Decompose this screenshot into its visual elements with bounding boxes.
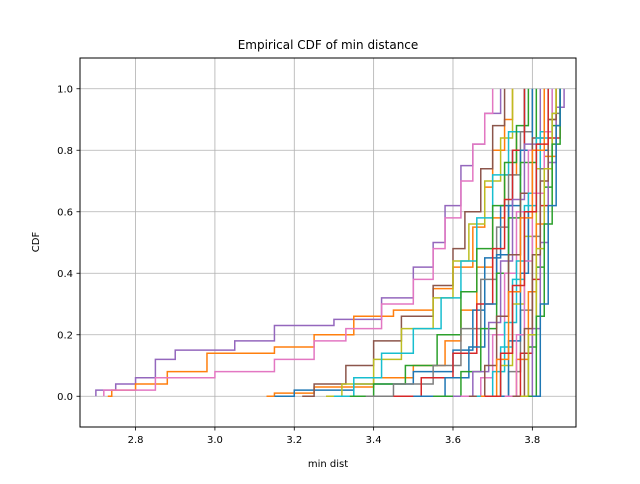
series-line-14 (452, 88, 542, 397)
x-tick-label: 3.8 (524, 435, 540, 446)
x-tick-label: 3.4 (366, 435, 382, 446)
x-tick-label: 3.2 (286, 435, 302, 446)
series-line-31 (484, 88, 549, 397)
series-line-6 (302, 88, 506, 397)
y-tick-label: 1.0 (57, 84, 73, 95)
x-axis-label: min dist (308, 459, 348, 470)
x-tick-label: 2.8 (128, 435, 144, 446)
plot-frame (79, 57, 577, 428)
series-line-16 (468, 88, 546, 397)
x-tick-label: 3.0 (207, 435, 223, 446)
y-tick-label: 0.6 (57, 207, 73, 218)
series-line-1 (95, 88, 502, 397)
y-axis-label: CDF (31, 232, 42, 253)
series-line-3 (103, 88, 494, 397)
series-line-30 (528, 88, 561, 397)
y-tick-label: 0.0 (57, 392, 73, 403)
series-line-26 (512, 88, 557, 397)
series-line-32 (532, 88, 561, 397)
y-tick-label: 0.8 (57, 146, 73, 157)
series-line-15 (460, 88, 546, 397)
series-lines (95, 88, 565, 397)
x-tick-label: 3.6 (445, 435, 461, 446)
y-tick-label: 0.4 (57, 269, 73, 280)
axis-ticks: 2.8 3.0 3.2 3.4 3.6 3.8 0.0 0.2 0.4 0.6 0.8 1.0 (57, 84, 540, 446)
series-line-13 (433, 88, 538, 397)
y-tick-label: 0.2 (57, 330, 73, 341)
series-line-17 (476, 88, 553, 397)
chart-title: Empirical CDF of min distance (238, 38, 419, 52)
